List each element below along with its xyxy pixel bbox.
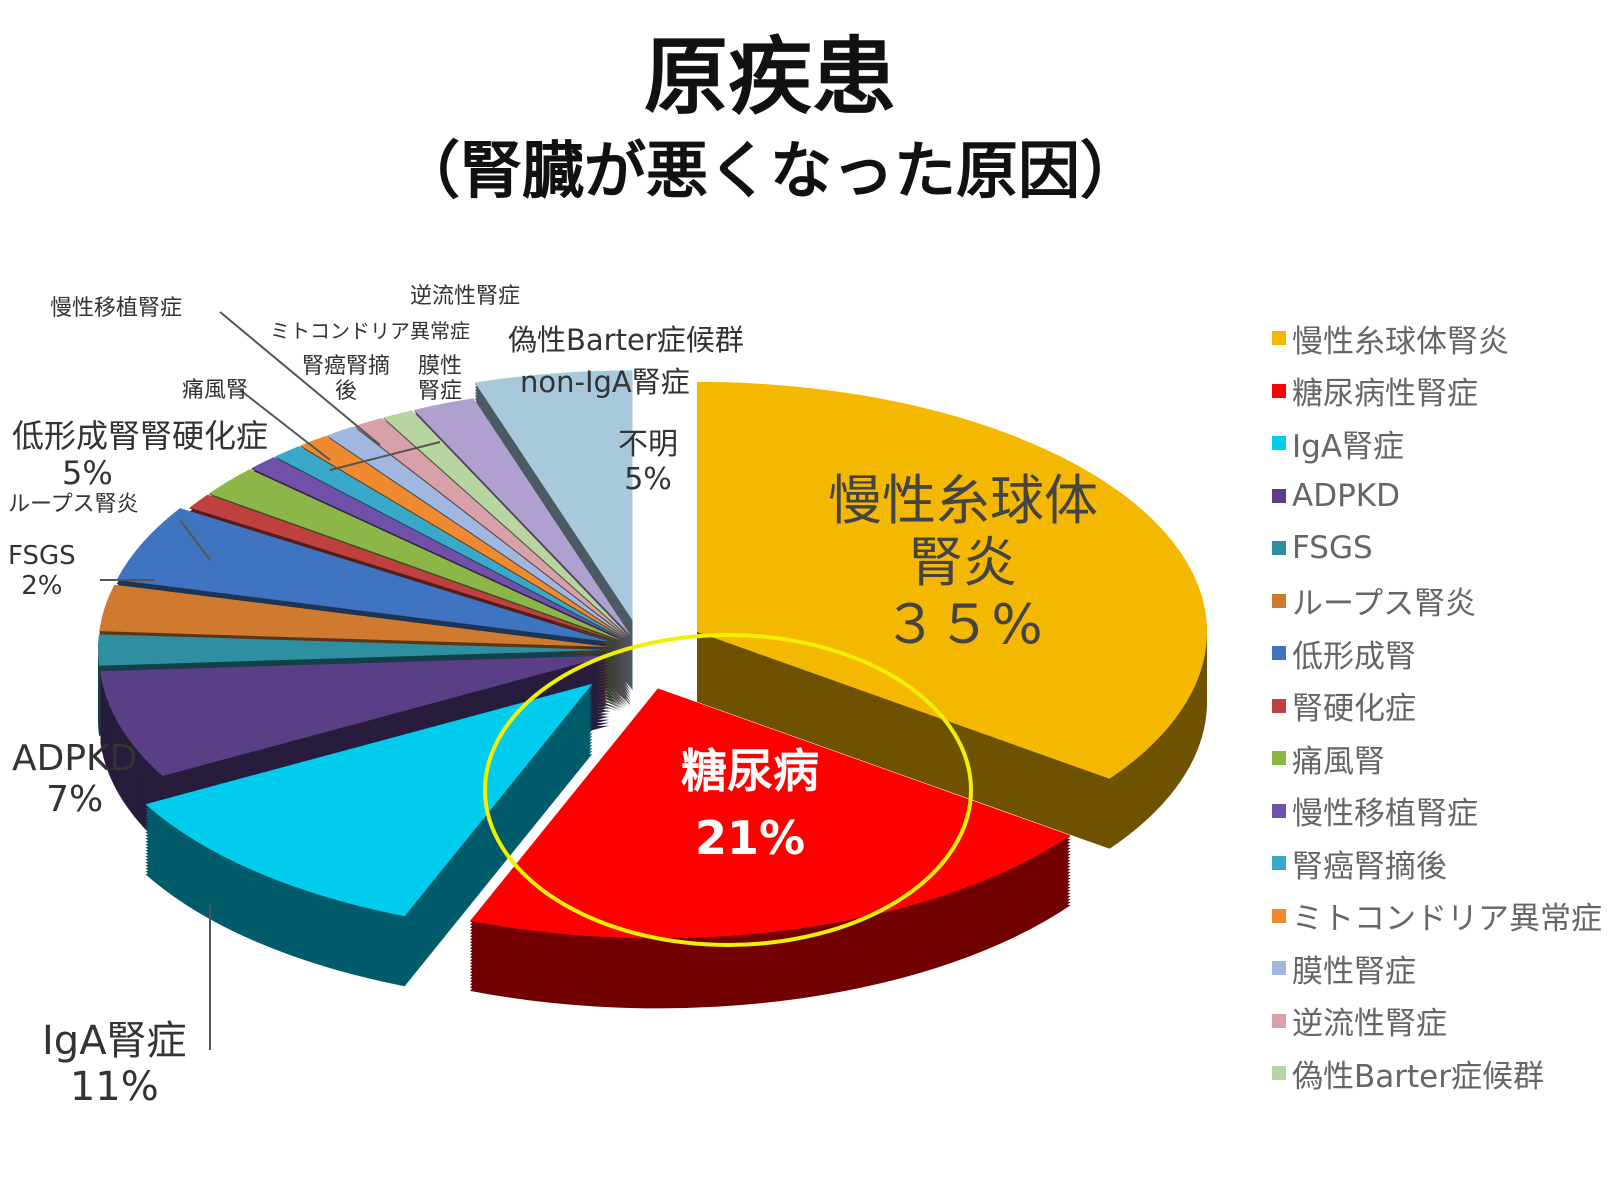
pie-slice-4 [98, 634, 609, 666]
pie-slice-11 [300, 435, 626, 639]
legend-item: 腎癌腎摘後 [1272, 837, 1602, 890]
legend-label: 逆流性腎症 [1292, 1006, 1447, 1043]
label-bartter: 偽性Barter症候群 [508, 323, 744, 357]
pie-slice-3 [100, 655, 610, 777]
legend-swatch [1272, 541, 1286, 556]
legend-item: 偽性Barter症候群 [1272, 1047, 1602, 1100]
legend-swatch [1272, 803, 1286, 818]
legend-swatch [1272, 856, 1286, 871]
pie-slice-1 [470, 688, 1071, 939]
label-renal-cancer: 腎癌腎摘後 [302, 354, 391, 405]
legend-label: FSGS [1292, 530, 1373, 567]
legend-item: 糖尿病性腎症 [1272, 365, 1602, 418]
label-iga: IgA腎症 11% [42, 1018, 187, 1110]
legend-label: ミトコンドリア異常症 [1292, 901, 1602, 938]
pie-slice-2 [145, 683, 593, 917]
legend-item: ループス腎炎 [1272, 575, 1602, 628]
label-non-iga: non-IgA腎症 [520, 365, 690, 399]
pie-slice-6 [116, 508, 611, 643]
legend-swatch [1272, 908, 1286, 923]
legend-swatch [1272, 436, 1286, 451]
leader-line [239, 389, 331, 461]
label-unknown: 不明 5% [618, 427, 678, 497]
label-chronic-gn: 慢性糸球体 腎炎 ３５% [828, 469, 1098, 657]
legend-label: 慢性糸球体腎炎 [1292, 323, 1509, 360]
pie-slice-9 [251, 457, 624, 640]
legend: 慢性糸球体腎炎 糖尿病性腎症 IgA腎症 ADPKD FSGS ループス腎炎 低形成腎腎硬化… [1272, 312, 1602, 1100]
legend-swatch [1272, 698, 1286, 713]
pie-slice-8 [208, 469, 622, 641]
legend-label: IgA腎症 [1292, 428, 1405, 465]
pie-slice-16 [474, 370, 633, 621]
legend-label: 偽性Barter症候群 [1292, 1058, 1544, 1095]
legend-swatch [1272, 1013, 1286, 1028]
label-reflux: 逆流性腎症 [410, 284, 521, 309]
label-hypoplastic: 低形成腎 5% [12, 417, 141, 492]
legend-item: 低形成腎 [1272, 627, 1602, 680]
legend-swatch [1272, 383, 1286, 398]
highlight-ellipse [483, 633, 973, 947]
label-diabetic: 糖尿病 21% [681, 744, 819, 865]
legend-label: 腎癌腎摘後 [1292, 848, 1447, 885]
leader-line [179, 519, 211, 561]
legend-swatch [1272, 1066, 1286, 1081]
label-mitochondria: ミトコンドリア異常症 [270, 319, 470, 343]
pie-slice-14 [383, 410, 630, 637]
chart-title: 原疾患 [643, 28, 896, 126]
legend-label: 腎硬化症 [1292, 691, 1416, 728]
legend-item: 慢性糸球体腎炎 [1272, 312, 1602, 365]
label-chronic-transplant: 慢性移植腎症 [50, 296, 183, 321]
legend-label: 痛風腎 [1292, 743, 1385, 780]
legend-swatch [1272, 646, 1286, 661]
label-gout: 痛風腎 [182, 378, 249, 403]
label-lupus: ループス腎炎 [8, 492, 139, 517]
legend-item: IgA腎症 [1272, 417, 1602, 470]
legend-swatch [1272, 488, 1286, 503]
label-adpkd: ADPKD 7% [12, 738, 138, 821]
leader-line [219, 311, 381, 446]
legend-item: 膜性腎症 [1272, 942, 1602, 995]
pie-slice-7 [189, 494, 621, 642]
legend-swatch [1272, 751, 1286, 766]
legend-label: 低形成腎 [1292, 638, 1416, 675]
legend-label: 膜性腎症 [1292, 953, 1416, 990]
pie-slice-5 [99, 584, 609, 647]
legend-item: FSGS [1272, 522, 1602, 575]
chart-subtitle: （腎臓が悪くなった原因） [397, 134, 1142, 207]
pie-slice-10 [275, 446, 625, 639]
legend-label: ADPKD [1292, 477, 1400, 514]
legend-label: 糖尿病性腎症 [1292, 376, 1478, 413]
legend-swatch [1272, 331, 1286, 346]
pie-slice-0 [697, 381, 1208, 779]
legend-item: ADPKD [1272, 470, 1602, 523]
legend-swatch [1272, 593, 1286, 608]
legend-item: ミトコンドリア異常症 [1272, 890, 1602, 943]
pie-slice-15 [414, 398, 632, 637]
label-nephrosclerosis: 腎硬化症 [140, 417, 269, 455]
legend-item: 痛風腎 [1272, 732, 1602, 785]
pie-slice-12 [326, 426, 627, 638]
leader-line [329, 441, 441, 471]
legend-item: 慢性移植腎症 [1272, 785, 1602, 838]
label-membranous: 膜性 腎症 [418, 354, 463, 405]
legend-item: 腎硬化症 [1272, 680, 1602, 733]
legend-label: 慢性移植腎症 [1292, 796, 1478, 833]
legend-item: 逆流性腎症 [1272, 995, 1602, 1048]
legend-swatch [1272, 961, 1286, 976]
pie-slice-13 [354, 418, 628, 638]
legend-label: ループス腎炎 [1292, 586, 1477, 623]
label-fsgs: FSGS 2% [8, 541, 76, 601]
